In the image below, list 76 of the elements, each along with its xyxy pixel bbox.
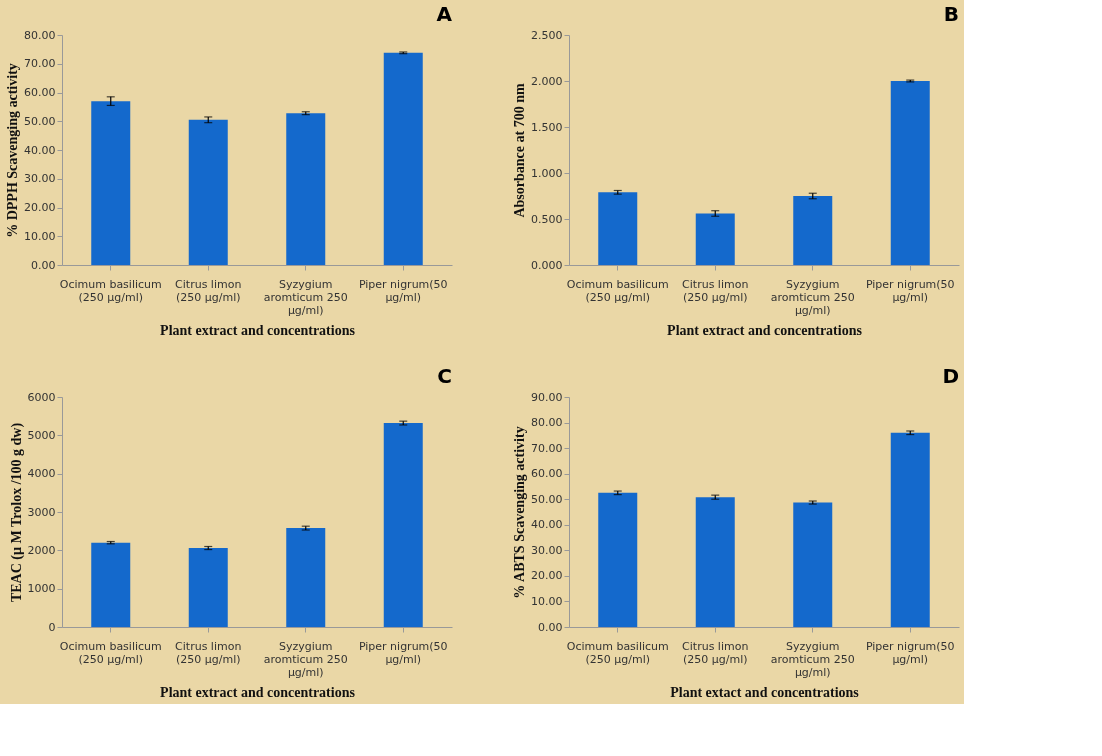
y-tick-label: 60.00 — [24, 86, 56, 99]
y-tick-label: 1000 — [27, 582, 56, 596]
y-tick-label: 10.00 — [24, 229, 56, 243]
y-tick-label: 5000 — [27, 428, 56, 442]
y-tick-label: 4000 — [27, 467, 56, 481]
bar — [91, 542, 131, 627]
y-tick-label: 0.00 — [538, 620, 563, 634]
x-axis-title: Plant extract and concentrations — [160, 684, 356, 700]
x-tick-label: Syzygium aromticum 250 µg/ml) — [770, 277, 855, 317]
y-tick-label: 30.00 — [531, 543, 563, 557]
y-tick-label: 60.00 — [531, 467, 563, 481]
x-tick-label: Citrus limon (250 µg/ml) — [175, 639, 242, 666]
y-tick-label: 80.00 — [531, 416, 563, 430]
bar — [695, 497, 735, 627]
y-tick-label: 0.000 — [531, 258, 563, 272]
y-tick-label: 90.00 — [531, 390, 563, 404]
y-tick-label: 40.00 — [531, 518, 563, 532]
x-tick-label: Ocimum basilicum (250 µg/ml) — [59, 277, 162, 304]
x-tick-label: Syzygium aromticum 250 µg/ml) — [263, 277, 348, 317]
x-tick-label: Piper nigrum(50 µg/ml) — [865, 639, 955, 666]
x-axis-title: Plant extact and concentrations — [670, 684, 860, 700]
y-tick-label: 2.500 — [531, 28, 563, 42]
x-tick-label: Ocimum basilicum (250 µg/ml) — [59, 639, 162, 666]
bar — [188, 119, 228, 265]
y-tick-label: 0 — [48, 620, 56, 634]
y-tick-label: 10.00 — [531, 594, 563, 608]
x-tick-label: Syzygium aromticum 250 µg/ml) — [770, 639, 855, 679]
y-tick-label: 0.00 — [31, 258, 56, 272]
x-tick-label: Citrus limon (250 µg/ml) — [682, 639, 749, 666]
x-axis-title: Plant extract and concentrations — [160, 322, 356, 338]
x-tick-label: Syzygium aromticum 250 µg/ml) — [263, 639, 348, 679]
bar — [91, 101, 131, 265]
y-tick-label: 1.500 — [531, 120, 563, 134]
y-tick-label: 2000 — [27, 543, 56, 557]
bar — [598, 192, 638, 265]
y-tick-label: 6000 — [27, 390, 56, 404]
y-tick-label: 20.00 — [24, 201, 56, 214]
chart-title: C — [437, 364, 452, 388]
bar — [286, 528, 326, 627]
bar — [286, 113, 326, 265]
x-tick-label: Piper nigrum(50 µg/ml) — [358, 277, 448, 304]
y-tick-label: 1.000 — [531, 166, 563, 180]
y-tick-label: 70.00 — [24, 57, 56, 71]
bar — [890, 432, 930, 627]
bar — [793, 196, 833, 265]
y-tick-label: 2.000 — [531, 74, 563, 88]
x-tick-label: Piper nigrum(50 µg/ml) — [358, 639, 448, 666]
y-axis-title: Absorbance at 700 nm — [512, 83, 528, 218]
y-axis-title: % DPPH Scavenging activity — [5, 63, 21, 238]
x-tick-label: Ocimum basilicum (250 µg/ml) — [566, 639, 669, 666]
chart-title: B — [943, 2, 959, 26]
bar — [383, 52, 423, 265]
x-tick-label: Citrus limon (250 µg/ml) — [682, 277, 749, 304]
x-axis-title: Plant extract and concentrations — [667, 322, 863, 338]
y-axis-title: % ABTS Scavenging activity — [512, 426, 528, 599]
bar — [598, 492, 638, 627]
y-tick-label: 50.00 — [24, 114, 56, 128]
bar — [793, 502, 833, 627]
y-axis-title: TEAC (µ M Trolox /100 g dw) — [8, 422, 25, 603]
y-tick-label: 50.00 — [531, 492, 563, 506]
y-tick-label: 0.500 — [531, 212, 563, 226]
y-tick-label: 80.00 — [24, 28, 56, 42]
bar — [695, 213, 735, 265]
y-tick-label: 20.00 — [531, 569, 563, 583]
y-tick-label: 3000 — [27, 505, 56, 519]
chart-title: D — [942, 364, 959, 388]
y-tick-label: 70.00 — [531, 441, 563, 455]
bar — [383, 423, 423, 627]
bar — [188, 548, 228, 627]
y-tick-label: 40.00 — [24, 143, 56, 157]
bar — [890, 81, 930, 265]
y-tick-label: 30.00 — [24, 172, 56, 186]
chart-title: A — [436, 2, 453, 26]
x-tick-label: Piper nigrum(50 µg/ml) — [865, 277, 955, 304]
x-tick-label: Citrus limon (250 µg/ml) — [175, 277, 242, 304]
x-tick-label: Ocimum basilicum (250 µg/ml) — [566, 277, 669, 304]
